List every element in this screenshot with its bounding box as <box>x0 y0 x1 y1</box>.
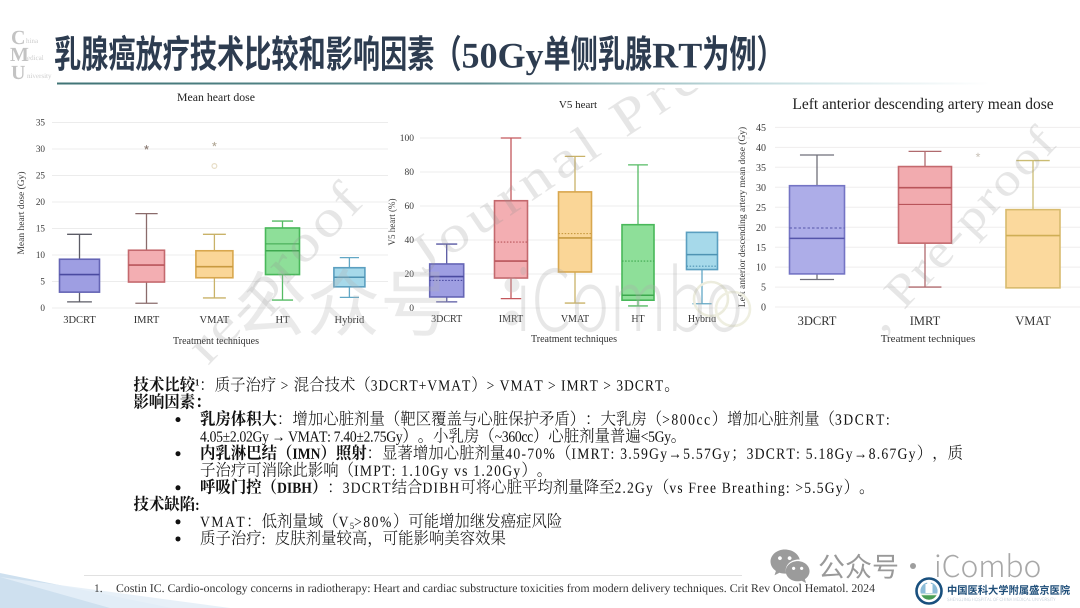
svg-text:3DCRT: 3DCRT <box>63 315 96 326</box>
svg-text:35: 35 <box>36 118 46 128</box>
svg-text:Treatment techniques: Treatment techniques <box>881 333 976 345</box>
svg-text:25: 25 <box>36 171 46 181</box>
svg-text:0: 0 <box>761 303 766 314</box>
svg-text:25: 25 <box>756 203 766 214</box>
svg-text:IMRT: IMRT <box>499 314 523 325</box>
svg-text:40: 40 <box>756 143 766 154</box>
svg-text:40: 40 <box>405 236 415 246</box>
svg-text:35: 35 <box>756 163 766 174</box>
svg-text:Journal Pre: Journal Pre <box>398 45 714 284</box>
svg-text:30: 30 <box>36 144 46 154</box>
svg-text:15: 15 <box>756 243 766 254</box>
svg-text:Mean heart dose (Gy): Mean heart dose (Gy) <box>16 171 27 254</box>
svg-text:5: 5 <box>761 283 766 294</box>
svg-text:45: 45 <box>756 123 766 134</box>
svg-text:HT: HT <box>276 315 291 326</box>
svg-text:20: 20 <box>36 197 46 207</box>
svg-text:VMAT: VMAT <box>1015 314 1051 328</box>
svg-text:0: 0 <box>409 304 414 314</box>
svg-text:HT: HT <box>631 314 644 325</box>
svg-text:3DCRT: 3DCRT <box>798 314 837 328</box>
svg-text:60: 60 <box>405 202 415 212</box>
svg-text:15: 15 <box>36 224 46 234</box>
svg-text:20: 20 <box>405 270 415 280</box>
svg-text:IMRT: IMRT <box>910 314 941 328</box>
svg-text:5: 5 <box>40 277 45 287</box>
svg-text:VMAT: VMAT <box>200 315 230 326</box>
svg-text:3DCRT: 3DCRT <box>431 314 462 325</box>
svg-text:Left anterior descending arter: Left anterior descending artery mean dos… <box>737 127 748 307</box>
svg-text:V5 heart: V5 heart <box>559 99 597 111</box>
svg-text:Left anterior descending arter: Left anterior descending artery mean dos… <box>792 96 1053 113</box>
svg-text:30: 30 <box>756 183 766 194</box>
svg-text:100: 100 <box>400 134 415 144</box>
svg-text:20: 20 <box>756 223 766 234</box>
svg-text:VMAT: VMAT <box>561 314 589 325</box>
svg-text:Hybrid: Hybrid <box>688 314 716 325</box>
svg-text:V5 heart (%): V5 heart (%) <box>387 199 397 246</box>
svg-text:IMRT: IMRT <box>134 315 160 326</box>
svg-text:10: 10 <box>36 250 46 260</box>
svg-text:10: 10 <box>756 263 766 274</box>
svg-text:0: 0 <box>40 303 45 313</box>
svg-text:Mean heart dose: Mean heart dose <box>177 90 255 104</box>
svg-text:Treatment techniques: Treatment techniques <box>531 334 617 345</box>
svg-text:Hybrid: Hybrid <box>335 315 365 326</box>
svg-text:Treatment techniques: Treatment techniques <box>173 336 259 347</box>
svg-text:80: 80 <box>405 168 415 178</box>
